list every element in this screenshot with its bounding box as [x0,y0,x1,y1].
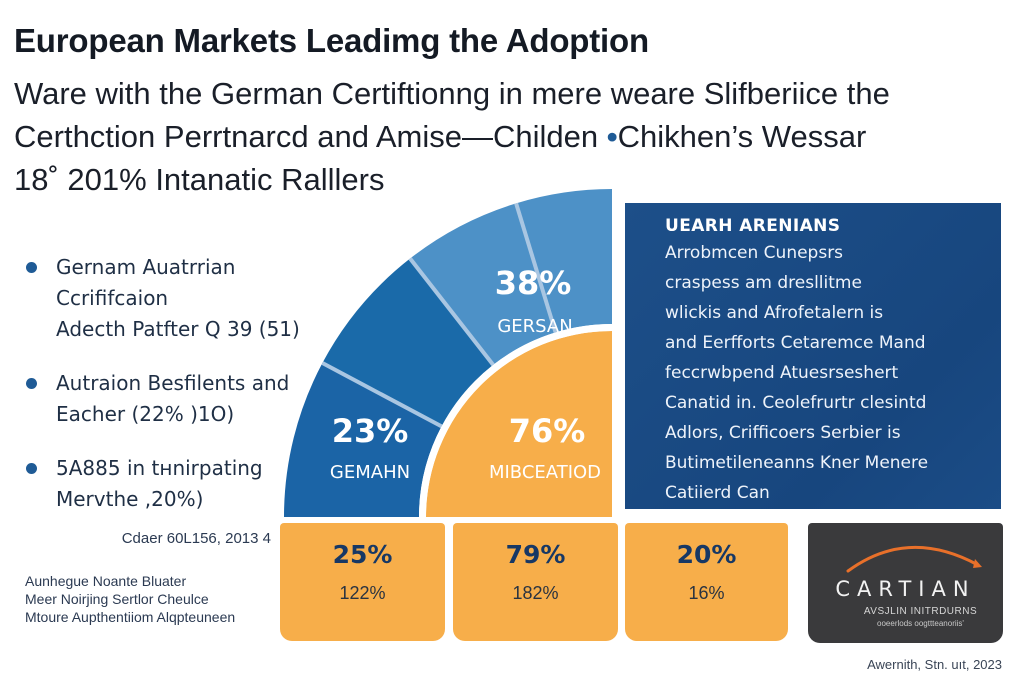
info-panel-body: Arrobmcen Cunepsrs craspess am dresllitm… [665,238,1001,508]
bullet-text: 5A885 in tнnirpating Mervthe ,20%) [56,456,263,511]
bullet-dot-icon [26,463,37,474]
segment-divider [408,257,495,367]
source-line: Meer Noirjing Sertlor Cheulce [25,591,209,607]
bullet-item: 5A885 in tнnirpating Mervthe ,20%) [22,453,322,515]
segment-divider [321,361,443,429]
footer-credit: Awernith, Stn. uıt, 2023 [867,657,1002,672]
ring-separator [419,324,613,518]
segment-divider [514,202,558,334]
info-panel-line: feccrwbpend Atuesrseshert [665,363,899,383]
segment-name-label: GEMAHN [330,462,410,483]
stat-card-value: 79% [505,540,566,569]
stat-card: 25% 122% [280,523,445,641]
source-date: Cdaer 60L156, 2013 4 [121,530,271,547]
subtitle-line-1: Ware with the German Certiftionng in mer… [14,76,890,111]
subtitle-line-2: Certhction Perrtnarcd and Amise—Childen … [14,115,1014,158]
stat-card-value: 20% [676,540,737,569]
subtitle: Ware with the German Certiftionng in mer… [14,72,1014,201]
stat-card: 20% 16% [625,523,788,641]
stat-card-value: 25% [332,540,393,569]
brand-logo: CARTIAN AVSJLIN INITRDURNS ooeerlods oog… [808,523,1003,643]
source-line: Mtoure Aupthentiiom Alqpteuneen [25,609,236,625]
ring-segment [410,203,556,365]
source-line: Aunhegue Noante Bluater [25,573,187,589]
bullet-item: Gernam Auatrrian Ccrififcaion Adecth Pat… [22,252,322,345]
info-panel-title: UEARH ARENIANS [665,216,841,236]
info-panel-line: Butimetileneanns Kner Menere [665,453,929,473]
ring-segment [284,363,442,517]
info-panel-line: Catiierd Can [665,483,770,503]
bullet-dot-icon [26,378,37,389]
stat-card-subvalue: 182% [512,583,559,603]
bullet-dot-icon: • [606,119,618,154]
info-panel-line: Adlors, Crifficoers Serbier is [665,423,901,443]
bullet-text: Gernam Auatrrian Ccrififcaion Adecth Pat… [56,255,300,341]
source-lines: Aunhegue Noante Bluater Meer Noirjing Se… [0,572,275,626]
outer-ring [284,189,612,517]
info-panel: UEARH ARENIANS Arrobmcen Cunepsrs craspe… [625,203,1001,509]
subtitle-line-3: 18˚ 201% Intanatic Ralllers [14,162,385,197]
segment-name-label: GERSAN [497,316,572,337]
ring-segment [516,189,612,333]
bullet-dot-icon [26,262,37,273]
inner-segment [419,324,613,518]
logo-name: CARTIAN [835,577,976,601]
info-panel-line: Arrobmcen Cunepsrs [665,243,844,263]
subtitle-line-2a: Certhction Perrtnarcd and Amise—Childen [14,119,607,154]
source-block: Cdaer 60L156, 2013 4 Aunhegue Noante Blu… [0,530,275,626]
bullet-text: Autraion Besfilents and Eacher (22% )1O) [56,371,290,426]
stat-card-subvalue: 122% [339,583,386,603]
stat-card: 79% 182% [453,523,618,641]
page-title: European Markets Leadimg the Adoption [14,22,649,59]
inner-quarter-segment [426,331,612,517]
subtitle-line-2b: Chikhen’s Wessar [617,119,867,154]
stat-card-subvalue: 16% [688,583,725,603]
logo-arc-icon [846,545,982,573]
segment-name-label: MIBCEATIOD [489,462,601,483]
info-panel-line: and Eerfforts Cetaremce Mand [665,333,926,353]
bullet-item: Autraion Besfilents and Eacher (22% )1O) [22,368,322,430]
segment-value-label: 38% [495,264,572,302]
bullet-list: Gernam Auatrrian Ccrififcaion Adecth Pat… [22,252,322,538]
logo-tagline: AVSJLIN INITRDURNS [863,606,978,617]
segment-value-label: 76% [509,412,586,450]
logo-subtagline: ooeerlods oogttteanoriis' [877,619,964,628]
info-panel-line: wlickis and Afrofetalern is [665,303,884,323]
info-panel-line: craspess am dresllitme [665,273,862,293]
info-panel-line: Canatid in. Ceolefrurtr clesintd [665,393,927,413]
segment-value-label: 23% [332,412,409,450]
